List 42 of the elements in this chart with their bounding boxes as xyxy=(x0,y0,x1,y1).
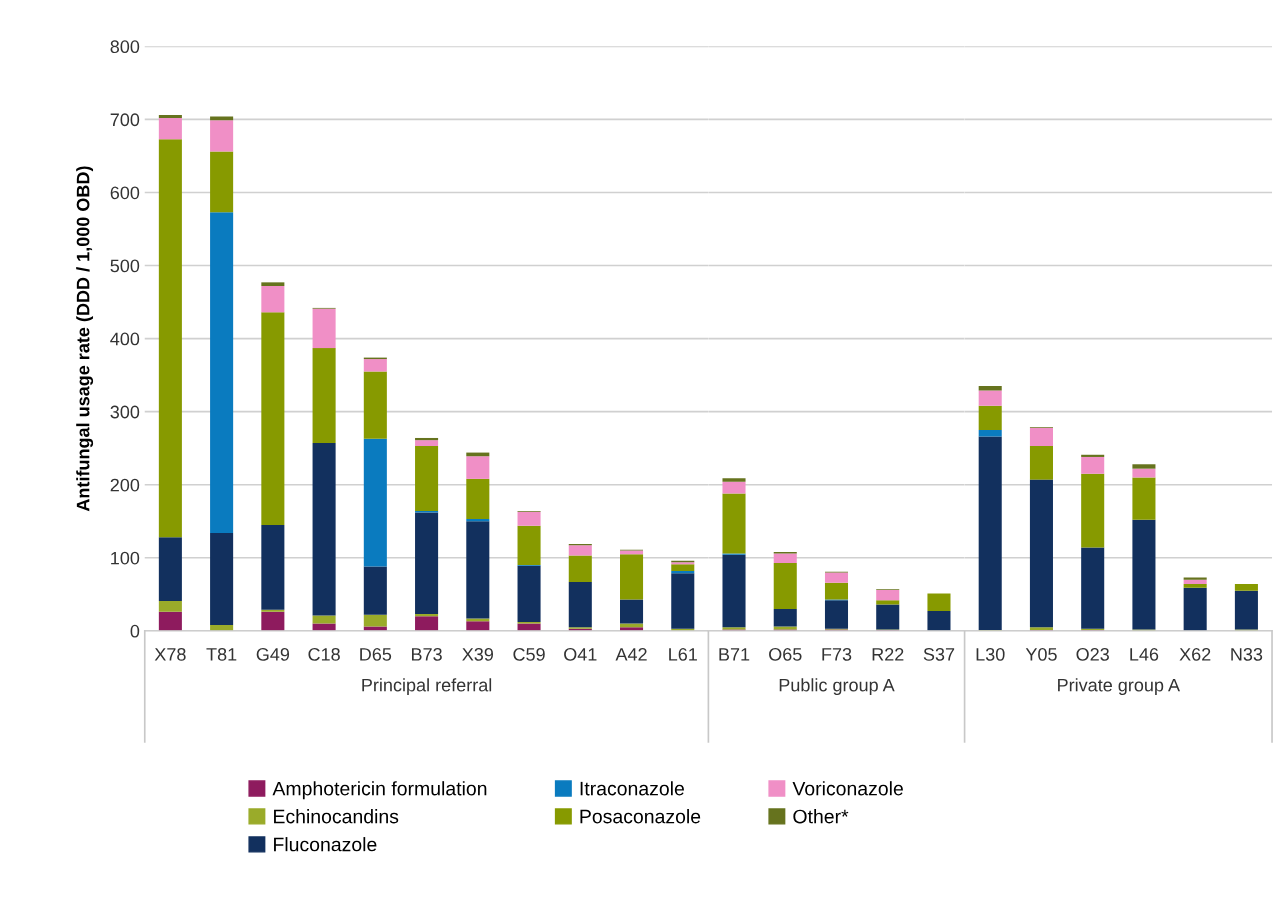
x-axis-title: Private group A xyxy=(1058,678,1181,696)
x-tick-label: F73 xyxy=(822,647,852,661)
legend-label: Echinocandins xyxy=(274,809,399,824)
y-axis-title: Antifungal usage rate (DDD / 1,000 OBD) xyxy=(76,166,94,512)
y-tick-label: 200 xyxy=(110,478,140,492)
y-tick-label: 600 xyxy=(110,186,140,200)
x-tick-label: X62 xyxy=(1179,647,1211,661)
x-tick-label: L61 xyxy=(669,647,697,661)
x-tick-label: A42 xyxy=(615,647,647,661)
x-tick-label: D65 xyxy=(360,647,392,661)
legend-label: Other* xyxy=(793,809,849,824)
x-tick-label: S37 xyxy=(923,647,955,661)
y-tick-label: 800 xyxy=(110,40,140,54)
x-tick-label: R22 xyxy=(872,647,904,661)
legend-label: Voriconazole xyxy=(792,781,903,796)
legend-label: Itraconazole xyxy=(580,781,684,796)
x-tick-label: X39 xyxy=(462,647,494,661)
legend-label: Fluconazole xyxy=(274,837,377,852)
x-tick-label: B73 xyxy=(411,647,442,661)
y-tick-label: 500 xyxy=(110,259,140,273)
x-tick-label: L30 xyxy=(976,647,1005,661)
x-tick-label: G49 xyxy=(256,647,290,661)
x-tick-label: C59 xyxy=(513,647,545,661)
x-axis-title: Principal referral xyxy=(362,678,492,696)
x-tick-label: N33 xyxy=(1231,647,1263,661)
x-axis-title: Public group A xyxy=(779,678,895,696)
x-tick-label: O41 xyxy=(564,647,597,661)
x-tick-label: T81 xyxy=(206,647,237,661)
x-tick-label: O23 xyxy=(1076,647,1109,661)
y-tick-label: 300 xyxy=(110,405,140,419)
x-tick-label: X78 xyxy=(154,647,186,661)
x-tick-label: B71 xyxy=(719,648,750,661)
y-tick-label: 700 xyxy=(110,113,140,127)
legend-label: Posaconazole xyxy=(580,809,701,824)
x-tick-label: O65 xyxy=(769,647,802,661)
y-tick-label: 0 xyxy=(130,624,140,638)
legend-label: Amphotericin formulation xyxy=(272,781,487,800)
y-tick-label: 100 xyxy=(111,551,140,565)
x-tick-label: L46 xyxy=(1130,647,1159,661)
y-tick-label: 400 xyxy=(110,332,140,346)
x-tick-label: Y05 xyxy=(1025,647,1057,661)
x-tick-label: C18 xyxy=(308,647,340,661)
